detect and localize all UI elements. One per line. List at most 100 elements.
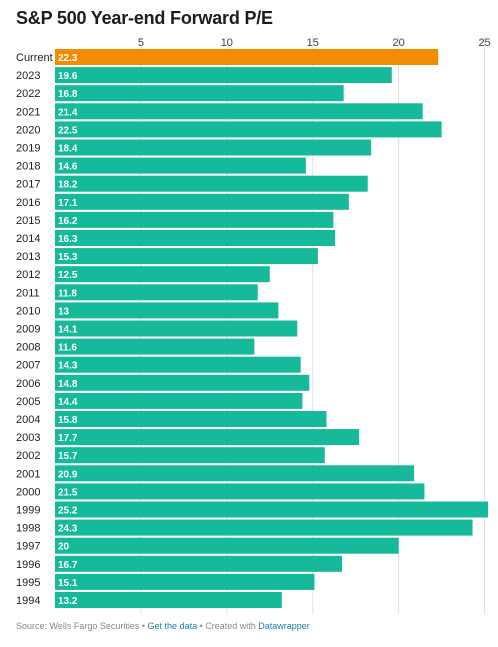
x-tick-label: 20 [393,37,405,49]
bar [55,193,349,210]
footer-separator: • [139,621,148,631]
bar-value-label: 20.9 [58,469,78,480]
category-label: 2013 [16,251,40,263]
bar-value-label: 17.7 [58,433,78,444]
bar-value-label: 16.2 [58,216,78,227]
x-tick-label: 5 [138,37,144,49]
bar-value-label: 22.5 [58,125,78,136]
category-label: 2022 [16,88,40,100]
category-label: 2023 [16,70,40,82]
bar [55,537,399,554]
created-with-text: • Created with [197,621,259,631]
category-label: 2001 [16,468,40,480]
bar-value-label: 18.4 [58,144,78,155]
bar [55,284,258,301]
bar [55,447,325,464]
category-label: 2003 [16,432,40,444]
get-the-data-link[interactable]: Get the data [147,621,198,631]
x-axis-ticks: 5 10 15 20 25 [138,37,491,49]
category-label: Current [16,52,53,64]
bar [55,121,442,138]
category-labels: Current 2023 2022 2021 2020 2019 2018 2017 2016 2… [16,52,53,607]
bar [55,320,298,337]
bar-value-label: 14.8 [58,379,78,390]
bar [55,501,488,518]
bar [55,374,310,391]
bar [55,67,392,84]
category-label: 2015 [16,215,40,227]
bar-value-label: 12.5 [58,270,78,281]
category-label: 1996 [16,559,40,571]
datawrapper-link[interactable]: Datawrapper [258,621,310,631]
category-label: 2009 [16,324,40,336]
bar-value-label: 14.6 [58,162,78,173]
category-label: 2008 [16,342,40,354]
bar [55,555,342,572]
bar [55,85,344,102]
bar [55,429,360,446]
bar [55,266,270,283]
bars: 22.3 19.6 16.8 21.4 22.5 18.4 14.6 18.2 17.1 16.2… [55,49,488,608]
bar-value-label: 13 [58,306,70,317]
source-note: Source: Wells Fargo Securities [16,621,140,631]
bar-value-label: 19.6 [58,71,78,82]
category-label: 2018 [16,161,40,173]
category-label: 2014 [16,233,40,245]
category-label: 2011 [16,287,40,299]
category-label: 1997 [16,541,40,553]
bar [55,139,372,156]
chart-title: S&P 500 Year-end Forward P/E [16,8,273,28]
bar [55,392,303,409]
bar [55,483,425,500]
bar [55,175,368,192]
bar [55,356,301,373]
category-label: 1994 [16,595,40,607]
category-label: 2006 [16,378,40,390]
bar-value-label: 17.1 [58,198,78,209]
category-label: 2000 [16,486,40,498]
bar-value-label: 16.3 [58,234,78,245]
bar [55,302,279,319]
bar-value-label: 15.1 [58,578,78,589]
chart-footer: Source: Wells Fargo Securities • Get the… [16,621,310,631]
bar-value-label: 14.3 [58,361,78,372]
bar-value-label: 11.8 [58,288,77,299]
category-label: 2017 [16,179,40,191]
bar-value-label: 25.2 [58,506,78,517]
bar [55,465,415,482]
bar-value-label: 20 [58,542,70,553]
bar-value-label: 15.7 [58,451,78,462]
bar [55,103,423,120]
bar-value-label: 24.3 [58,524,78,535]
category-label: 2016 [16,197,40,209]
category-label: 2004 [16,414,40,426]
bar-value-label: 14.1 [58,325,78,336]
bar-value-label: 18.2 [58,180,78,191]
x-tick-label: 10 [221,37,233,49]
bar [55,338,255,355]
bar [55,248,318,265]
bar-value-label: 15.8 [58,415,78,426]
bar-value-label: 14.4 [58,397,78,408]
bar-value-label: 22.3 [58,53,78,64]
bar-value-label: 16.7 [58,560,78,571]
category-label: 2020 [16,124,40,136]
bar-value-label: 15.3 [58,252,78,263]
bar [55,211,334,228]
category-label: 1999 [16,505,40,517]
bar-value-label: 21.5 [58,487,78,498]
x-tick-label: 15 [307,37,319,49]
category-label: 1998 [16,523,40,535]
category-label: 1995 [16,577,40,589]
x-tick-label: 25 [478,37,490,49]
category-label: 2019 [16,143,40,155]
category-label: 2005 [16,396,40,408]
category-label: 2010 [16,305,40,317]
bar [55,573,315,590]
bar [55,592,282,608]
bar [55,519,473,536]
bar-value-label: 11.6 [58,343,77,354]
category-label: 2007 [16,360,40,372]
bar [55,157,306,174]
